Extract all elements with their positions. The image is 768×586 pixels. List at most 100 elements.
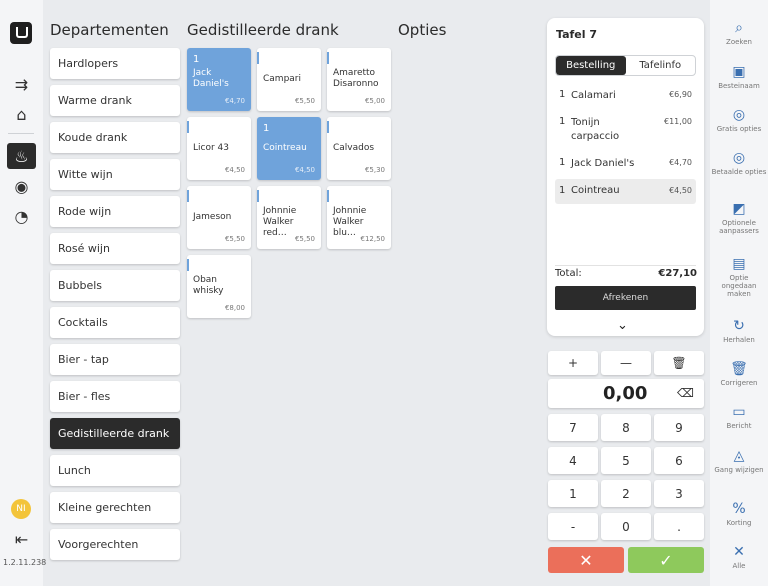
product-tile[interactable]: Campari €5,50: [257, 48, 321, 111]
product-price: €8,00: [224, 304, 245, 312]
chevron-down-icon[interactable]: ⌄: [617, 318, 628, 333]
product-name: Cointreau: [263, 143, 307, 153]
key-2[interactable]: 2: [601, 480, 651, 507]
product-tile[interactable]: Amaretto Disaronno €5,00: [327, 48, 391, 111]
department-item[interactable]: Koude drank: [50, 122, 180, 153]
tab-bestelling[interactable]: Bestelling: [556, 56, 626, 75]
delete-button[interactable]: 🗑: [654, 351, 704, 375]
paid-options-icon: ◎: [732, 150, 746, 166]
department-item[interactable]: Bubbels: [50, 270, 180, 301]
trash-icon: 🗑: [730, 361, 748, 377]
adjust-options-button[interactable]: ◩ Optionele aanpassers: [710, 201, 768, 235]
product-tile[interactable]: 1 Cointreau €4,50: [257, 117, 321, 180]
product-tile[interactable]: Oban whisky €8,00: [187, 255, 251, 318]
key-9[interactable]: 9: [654, 414, 704, 441]
name-tag-button[interactable]: ▣ Besteinaam: [710, 64, 768, 90]
department-item-selected[interactable]: Gedistilleerde drank: [50, 418, 180, 449]
product-price: €5,50: [224, 235, 245, 243]
checkout-button[interactable]: Afrekenen: [555, 286, 696, 310]
key-8[interactable]: 8: [601, 414, 651, 441]
product-name: Licor 43: [193, 143, 229, 153]
department-item[interactable]: Hardlopers: [50, 48, 180, 79]
order-line-qty: 1: [559, 157, 566, 168]
tab-tafelinfo[interactable]: Tafelinfo: [639, 60, 682, 71]
discount-button[interactable]: % Korting: [710, 501, 768, 527]
department-item[interactable]: Cocktails: [50, 307, 180, 338]
product-tile[interactable]: Licor 43 €4,50: [187, 117, 251, 180]
tool-label: Corrigeren: [720, 379, 758, 387]
order-line[interactable]: 1 Calamari €6,90: [555, 89, 696, 105]
key-4[interactable]: 4: [548, 447, 598, 474]
order-line[interactable]: 1 Jack Daniel's €4,70: [555, 157, 696, 173]
product-tile[interactable]: Calvados €5,30: [327, 117, 391, 180]
department-item[interactable]: Rosé wijn: [50, 233, 180, 264]
search-button[interactable]: ⌕ Zoeken: [710, 20, 768, 46]
key-decimal[interactable]: .: [654, 513, 704, 540]
department-item[interactable]: Witte wijn: [50, 159, 180, 190]
order-line-qty: 1: [559, 185, 566, 196]
table-title: Tafel 7: [556, 28, 598, 41]
key-7[interactable]: 7: [548, 414, 598, 441]
product-tile[interactable]: 1 Jack Daniel's €4,70: [187, 48, 251, 111]
plus-button[interactable]: +: [548, 351, 598, 375]
logo-icon: [10, 22, 32, 44]
eye-icon[interactable]: ◉: [14, 176, 29, 196]
order-tabs: Bestelling Tafelinfo: [555, 55, 696, 76]
free-options-button[interactable]: ◎ Gratis opties: [710, 107, 768, 133]
message-button[interactable]: ▭ Bericht: [710, 404, 768, 430]
order-line-price: €4,50: [669, 186, 692, 195]
product-marker: [327, 121, 329, 133]
order-line-qty: 1: [559, 116, 566, 127]
clear-all-button[interactable]: ✕ Alle: [710, 544, 768, 570]
minus-button[interactable]: —: [601, 351, 651, 375]
correct-button[interactable]: 🗑 Corrigeren: [710, 361, 768, 387]
change-course-button[interactable]: ◬ Gang wijzigen: [710, 448, 768, 474]
repeat-icon: ↻: [733, 318, 745, 334]
avatar[interactable]: NI: [11, 499, 31, 519]
key-minus[interactable]: -: [548, 513, 598, 540]
total-label: Total:: [555, 268, 582, 279]
repeat-button[interactable]: ↻ Herhalen: [710, 318, 768, 344]
backspace-icon[interactable]: ⌫: [677, 386, 694, 400]
department-item[interactable]: Bier - fles: [50, 381, 180, 412]
order-line[interactable]: 1 Tonijn carpaccio €11,00: [555, 116, 696, 146]
undo-option-button[interactable]: ▤ Optie ongedaan maken: [710, 256, 768, 298]
cancel-button[interactable]: ✕: [548, 547, 624, 573]
order-line-price: €11,00: [664, 117, 692, 126]
order-line-price: €4,70: [669, 158, 692, 167]
key-0[interactable]: 0: [601, 513, 651, 540]
order-line-price: €6,90: [669, 90, 692, 99]
paid-options-button[interactable]: ◎ Betaalde opties: [710, 150, 768, 176]
tool-label: Gratis opties: [716, 125, 762, 133]
tool-label: Besteinaam: [718, 82, 760, 90]
key-1[interactable]: 1: [548, 480, 598, 507]
transfer-icon[interactable]: ⇉: [14, 74, 29, 94]
order-line-selected[interactable]: 1 Cointreau €4,50: [555, 179, 696, 204]
chart-icon[interactable]: ◔: [14, 206, 29, 226]
key-6[interactable]: 6: [654, 447, 704, 474]
department-item[interactable]: Voorgerechten: [50, 529, 180, 560]
department-item[interactable]: Bier - tap: [50, 344, 180, 375]
tables-icon[interactable]: ♨: [7, 143, 36, 169]
key-3[interactable]: 3: [654, 480, 704, 507]
product-tile[interactable]: Jameson €5,50: [187, 186, 251, 249]
product-price: €12,50: [360, 235, 386, 243]
product-marker: [327, 52, 329, 64]
product-tile[interactable]: Johnnie Walker red… €5,50: [257, 186, 321, 249]
message-icon: ▭: [732, 404, 746, 420]
product-tile[interactable]: Johnnie Walker blu… €12,50: [327, 186, 391, 249]
key-5[interactable]: 5: [601, 447, 651, 474]
department-item[interactable]: Warme drank: [50, 85, 180, 116]
department-item[interactable]: Kleine gerechten: [50, 492, 180, 523]
product-marker: [187, 190, 189, 202]
department-item[interactable]: Lunch: [50, 455, 180, 486]
product-name: Jameson: [193, 212, 232, 222]
department-list: Hardlopers Warme drank Koude drank Witte…: [50, 48, 180, 566]
confirm-button[interactable]: ✓: [628, 547, 704, 573]
product-price: €5,00: [364, 97, 385, 105]
product-marker: [187, 121, 189, 133]
home-icon[interactable]: ⌂: [16, 104, 27, 124]
tool-label: Alle: [732, 562, 746, 570]
department-item[interactable]: Rode wijn: [50, 196, 180, 227]
logout-icon[interactable]: ⇤: [14, 529, 29, 549]
